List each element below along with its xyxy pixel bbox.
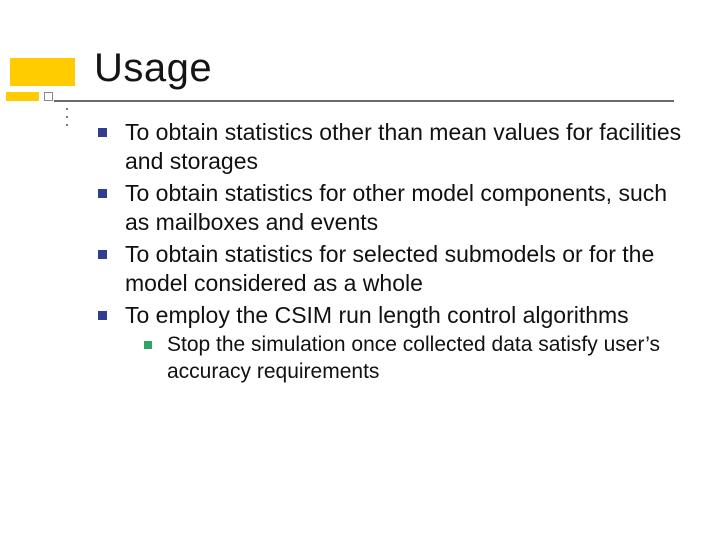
slide-container: Usage To obtain statistics other than me… bbox=[0, 0, 720, 540]
accent-dot bbox=[66, 124, 68, 126]
slide-body: To obtain statistics other than mean val… bbox=[98, 118, 684, 388]
slide-title: Usage bbox=[94, 46, 212, 91]
bullet-item: To employ the CSIM run length control al… bbox=[98, 301, 684, 330]
bullet-text: To obtain statistics for selected submod… bbox=[125, 240, 684, 299]
square-bullet-icon bbox=[98, 128, 107, 137]
accent-dot bbox=[66, 108, 68, 110]
bullet-item: To obtain statistics for other model com… bbox=[98, 179, 684, 238]
bullet-text: To obtain statistics for other model com… bbox=[125, 179, 684, 238]
accent-dot bbox=[66, 116, 68, 118]
square-bullet-icon bbox=[98, 189, 107, 198]
bullet-text: To obtain statistics other than mean val… bbox=[125, 118, 684, 177]
accent-bar-bottom bbox=[6, 92, 39, 101]
bullet-text: To employ the CSIM run length control al… bbox=[125, 301, 629, 330]
bullet-item: To obtain statistics other than mean val… bbox=[98, 118, 684, 177]
bullet-item: To obtain statistics for selected submod… bbox=[98, 240, 684, 299]
bullet-item-nested: Stop the simulation once collected data … bbox=[144, 332, 684, 386]
accent-square bbox=[44, 92, 53, 101]
bullet-text: Stop the simulation once collected data … bbox=[167, 332, 684, 386]
title-underline bbox=[54, 100, 674, 102]
accent-dots bbox=[66, 108, 68, 126]
square-bullet-icon bbox=[98, 250, 107, 259]
square-bullet-icon bbox=[98, 311, 107, 320]
square-bullet-icon bbox=[144, 341, 152, 349]
accent-bar-top bbox=[10, 58, 75, 86]
